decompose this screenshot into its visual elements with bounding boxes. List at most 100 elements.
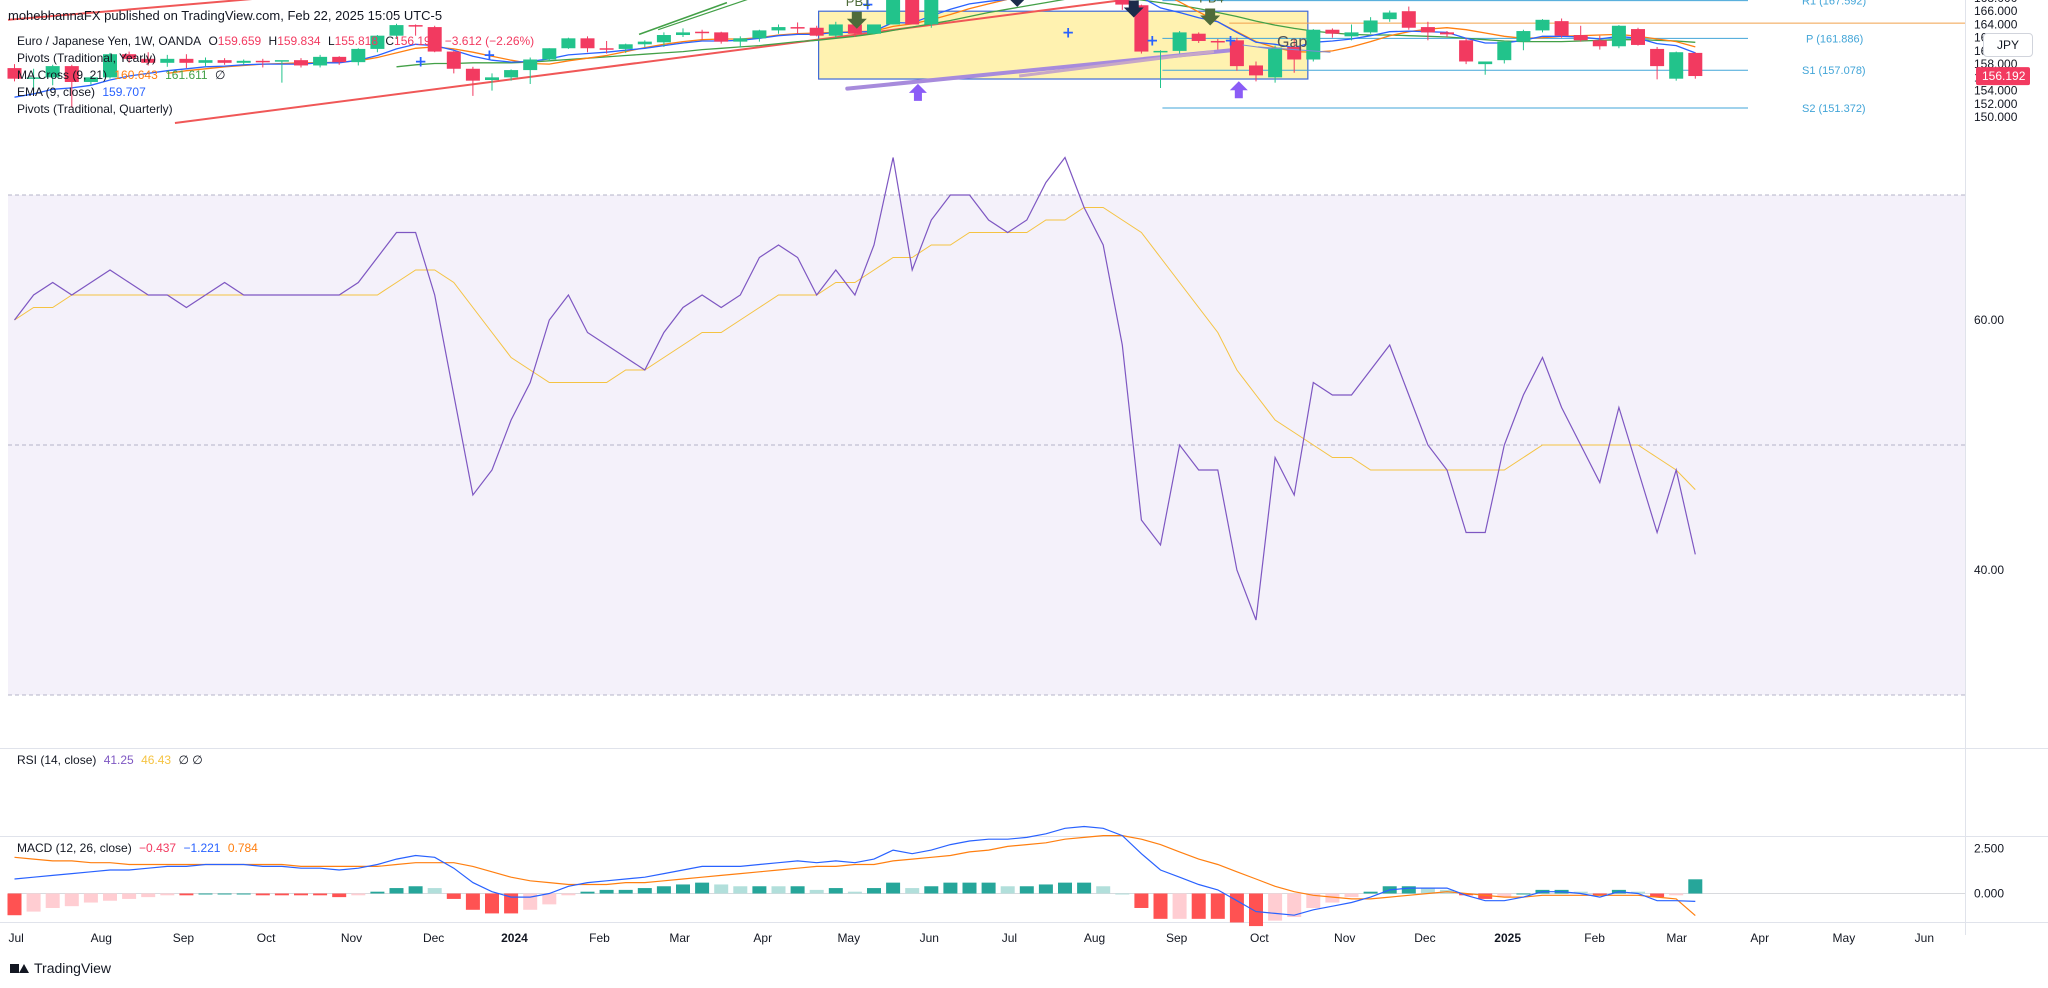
candle-body: [924, 0, 939, 25]
candle-body: [408, 25, 423, 27]
macd-histogram-bar: [198, 893, 213, 895]
time-tick-label: Aug: [1084, 931, 1105, 945]
legend-macd[interactable]: MACD (12, 26, close) −0.437 −1.221 0.784: [17, 841, 262, 855]
legend-pivots-quarterly[interactable]: Pivots (Traditional, Quarterly): [17, 102, 177, 116]
macd-histogram-bar: [313, 893, 328, 896]
candle-body: [1535, 19, 1550, 31]
legend-ma-cross-fast: 160.643: [114, 68, 158, 82]
candle-body: [1592, 40, 1607, 47]
macd-histogram-bar: [1134, 893, 1149, 908]
candle-body: [1306, 29, 1321, 60]
macd-histogram-bar: [828, 888, 843, 894]
macd-histogram-bar: [695, 882, 710, 894]
cross-marker-icon: +: [483, 46, 496, 64]
macd-histogram-bar: [504, 893, 519, 914]
macd-histogram-bar: [141, 893, 156, 898]
macd-histogram-bar: [351, 893, 366, 896]
legend-pivots-yearly-label: Pivots (Traditional, Yearly): [17, 51, 156, 65]
time-tick-label: Mar: [669, 931, 690, 945]
legend-ema-value: 159.707: [102, 85, 146, 99]
legend-main-series[interactable]: Euro / Japanese Yen, 1W, OANDA O159.659 …: [17, 34, 538, 48]
macd-histogram-bar: [332, 893, 347, 898]
down-arrow-icon: [1123, 0, 1144, 18]
macd-histogram-bar: [676, 884, 690, 894]
legend-high: H159.834: [268, 34, 321, 48]
macd-histogram-bar: [370, 891, 385, 894]
macd-histogram-bar: [1172, 893, 1187, 919]
macd-histogram-bar: [1038, 884, 1053, 894]
price-scale-border: [1965, 0, 1966, 935]
macd-histogram-bar: [1191, 893, 1206, 919]
legend-macd-hist-value: −0.437: [139, 841, 177, 855]
candle-body: [1344, 32, 1359, 37]
candle-body: [1363, 20, 1378, 33]
legend-rsi[interactable]: RSI (14, close) 41.25 46.43 ∅ ∅: [17, 753, 207, 767]
macd-histogram-bar: [103, 893, 117, 901]
time-tick-label: Jul: [1002, 931, 1017, 945]
candle-body: [828, 24, 843, 36]
candle-body: [1134, 5, 1149, 52]
candle-body: [637, 41, 652, 45]
candle-body: [26, 77, 41, 79]
candle-body: [1420, 27, 1435, 33]
legend-pivots-yearly[interactable]: Pivots (Traditional, Yearly): [17, 51, 160, 65]
macd-histogram-bar: [924, 886, 939, 894]
time-tick-label: Mar: [1666, 931, 1687, 945]
time-tick-label: 2024: [501, 931, 528, 945]
channel-lower-line: [174, 0, 1131, 124]
pivot-level-label: P (161.886): [1806, 33, 1863, 45]
candle-body: [1459, 40, 1474, 62]
macd-histogram-bar: [1153, 893, 1168, 919]
macd-histogram-bar: [7, 893, 22, 916]
candle-body: [1229, 40, 1244, 67]
price-tick-label: 164.000: [1974, 17, 2018, 31]
candle-body: [45, 66, 60, 78]
macd-histogram-bar: [905, 888, 920, 894]
legend-ema[interactable]: EMA (9, close) 159.707: [17, 85, 150, 99]
price-tick-label: 150.000: [1974, 110, 2018, 124]
legend-ma-cross-extra: ∅: [214, 68, 226, 82]
candle-body: [847, 24, 862, 34]
candle-body: [1210, 40, 1225, 43]
down-arrow-icon: [846, 11, 867, 29]
rsi-band: [8, 195, 1965, 695]
legend-ma-cross-slow: 161.611: [165, 68, 208, 82]
candle-body: [733, 38, 748, 42]
macd-histogram-bar: [733, 886, 748, 894]
currency-selector[interactable]: JPY: [1983, 33, 2033, 57]
time-tick-label: May: [1833, 931, 1856, 945]
candle-body: [1249, 65, 1263, 76]
legend-pivots-quarterly-label: Pivots (Traditional, Quarterly): [17, 102, 173, 116]
tradingview-footer: TradingView: [10, 960, 111, 976]
tradingview-logo-icon: [10, 962, 29, 974]
time-tick-label: 2025: [1494, 931, 1521, 945]
time-tick-label: Nov: [1334, 931, 1355, 945]
macd-histogram-bar: [542, 893, 557, 905]
macd-line: [14, 825, 1696, 916]
macd-histogram-bar: [1325, 893, 1340, 903]
macd-histogram-bar: [1516, 893, 1531, 895]
candle-body: [103, 54, 117, 78]
legend-ma-cross[interactable]: MA Cross (9, 21) 160.643 161.611 ∅: [17, 68, 229, 82]
candle-body: [542, 48, 557, 60]
price-tick-label: 152.000: [1974, 97, 2018, 111]
candle-body: [427, 27, 442, 52]
macd-histogram-bar: [867, 888, 881, 894]
pivot-level-label: S2 (151.372): [1802, 103, 1866, 115]
legend-symbol: Euro / Japanese Yen, 1W, OANDA: [17, 34, 202, 48]
pivot-level-label: S1 (157.078): [1802, 65, 1866, 77]
macd-histogram-bar: [274, 893, 289, 896]
macd-histogram-bar: [809, 889, 824, 894]
legend-macd-value: −1.221: [183, 841, 221, 855]
macd-histogram-bar: [427, 888, 442, 894]
candle-body: [676, 32, 690, 36]
legend-ema-label: EMA (9, close): [17, 85, 96, 99]
channel-upper-line: [7, 0, 253, 21]
time-tick-label: Oct: [1250, 931, 1269, 945]
candle-body: [905, 0, 920, 25]
macd-histogram-bar: [1249, 893, 1263, 927]
pivot-level-label: R1 (167.592): [1802, 0, 1866, 8]
macd-histogram-bar: [1478, 893, 1493, 899]
macd-histogram-bar: [236, 893, 251, 895]
